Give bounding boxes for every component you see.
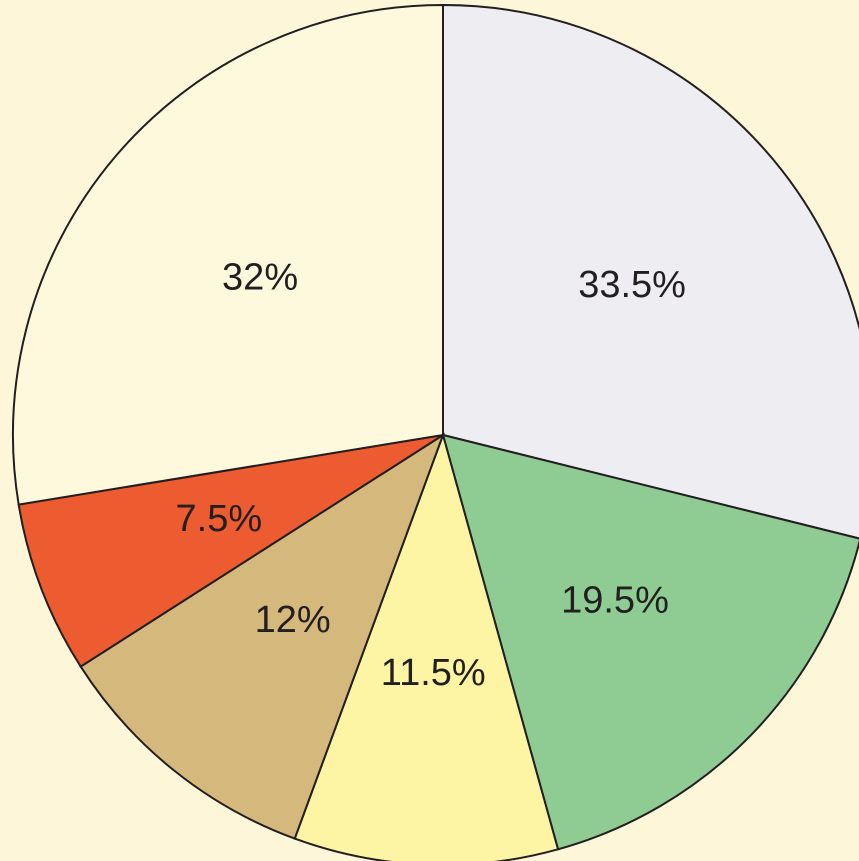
pie-slice bbox=[79, 432, 445, 840]
pie-slice bbox=[17, 434, 444, 668]
slice-label: 19.5% bbox=[561, 579, 669, 621]
slice-label: 7.5% bbox=[176, 498, 263, 540]
slice-label: 33.5% bbox=[578, 264, 686, 306]
pie-slice bbox=[441, 433, 859, 851]
slice-label: 11.5% bbox=[381, 652, 486, 694]
pie-slice bbox=[442, 3, 859, 540]
slice-label: 32% bbox=[222, 257, 298, 299]
slice-label: 12% bbox=[255, 599, 331, 641]
pie-slice bbox=[12, 3, 444, 506]
pie-slice bbox=[293, 431, 560, 861]
